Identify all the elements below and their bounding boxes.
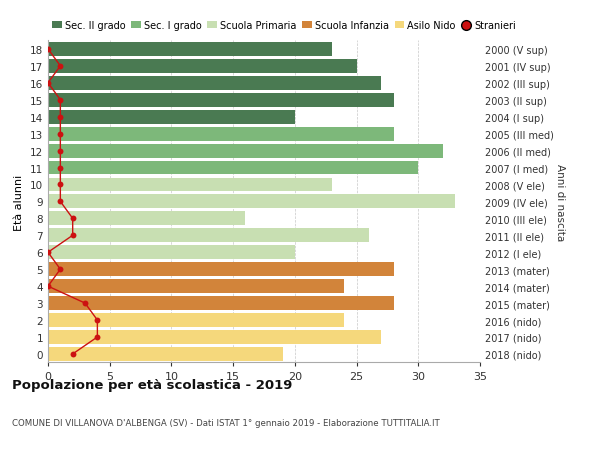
Point [80,300,90,307]
Bar [48,280,344,293]
Point [43,249,53,257]
Point [43,80,53,87]
Point [68,232,77,240]
Point [56,164,65,172]
Bar [48,229,369,243]
Point [43,283,53,290]
Text: Popolazione per età scolastica - 2019: Popolazione per età scolastica - 2019 [12,379,292,392]
Point [92,334,102,341]
Bar [48,263,394,276]
Y-axis label: Età alunni: Età alunni [14,174,25,230]
Bar [48,178,332,192]
Point [56,63,65,70]
Bar [48,195,455,209]
Bar [48,347,283,361]
Bar [48,297,394,310]
Point [68,215,77,223]
Bar [48,43,332,57]
Bar [48,246,295,260]
Point [56,131,65,138]
Point [92,317,102,324]
Bar [48,77,381,90]
Point [56,198,65,206]
Bar [48,161,418,175]
Bar [48,330,381,344]
Point [56,181,65,189]
Bar [48,111,295,124]
Point [56,266,65,273]
Bar [48,128,394,141]
Bar [48,60,356,73]
Point [68,351,77,358]
Point [56,114,65,121]
Y-axis label: Anni di nascita: Anni di nascita [555,163,565,241]
Point [43,46,53,53]
Point [56,147,65,155]
Bar [48,144,443,158]
Text: COMUNE DI VILLANOVA D'ALBENGA (SV) - Dati ISTAT 1° gennaio 2019 - Elaborazione T: COMUNE DI VILLANOVA D'ALBENGA (SV) - Dat… [12,418,440,427]
Point [56,97,65,104]
Legend: Sec. II grado, Sec. I grado, Scuola Primaria, Scuola Infanzia, Asilo Nido, Stran: Sec. II grado, Sec. I grado, Scuola Prim… [48,17,520,35]
Bar [48,94,394,107]
Bar [48,212,245,226]
Bar [48,313,344,327]
